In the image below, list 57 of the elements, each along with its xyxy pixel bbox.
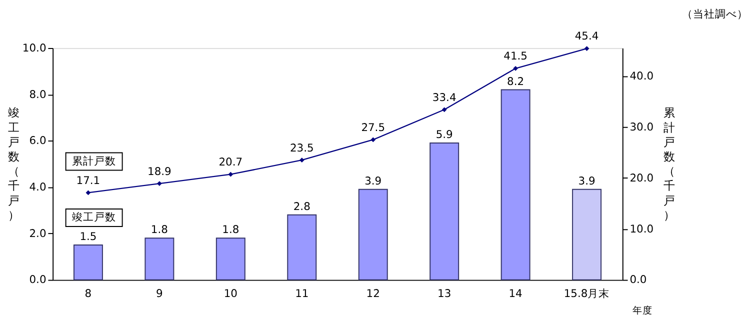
data-label: 3.9 [364,174,382,188]
y-tick-label: 4.0 [29,180,46,194]
data-label: 18.9 [148,164,172,178]
data-label: 27.5 [361,120,386,134]
y2-tick-label: 0.0 [630,273,647,286]
y2-tick-label: 20.0 [630,171,654,184]
x-tick-label: 14 [508,286,523,300]
data-label: 3.9 [578,174,596,188]
data-label: 33.4 [432,90,456,104]
data-label: 20.7 [218,156,243,169]
bar [572,188,602,280]
y2-axis-title: 累計戸数（千戸） [664,106,676,222]
bar [500,89,530,280]
data-label: 1.8 [150,223,168,236]
x-tick-label: 13 [438,286,452,300]
y2-tick-label: 10.0 [630,222,654,236]
y-tick-label: 8.0 [29,88,46,101]
data-label: 5.9 [436,128,454,142]
x-tick-label: 15.8月末 [564,286,610,300]
data-label: 1.8 [222,223,240,236]
x-tick-label: 11 [295,286,309,300]
y-tick-label: 0.0 [29,273,46,286]
text: （当社調べ） [682,7,748,20]
data-label: 1.5 [80,230,97,244]
x-axis-title: 年度 [632,304,653,316]
data-label: 8.2 [507,74,524,88]
series-label: 竣工戸数 [72,210,116,224]
bar [73,244,103,280]
data-label: 45.4 [574,30,599,43]
y-tick-label: 6.0 [29,134,46,148]
x-tick-label: 8 [84,286,92,300]
y-tick-label: 10.0 [22,41,46,54]
x-tick-label: 9 [156,286,164,300]
series-label: 累計戸数 [72,154,116,168]
data-label: 2.8 [293,200,311,214]
x-tick-label: 12 [366,286,380,300]
point [86,190,91,196]
bar [144,238,174,280]
data-label: 17.1 [76,174,100,187]
y-tick-label: 2.0 [29,226,46,240]
point [228,172,234,177]
y2-tick-label: 30.0 [630,120,654,134]
bar [216,238,246,280]
bar [430,142,460,280]
point [299,158,304,163]
y2-tick-label: 40.0 [630,69,654,82]
point [442,107,447,112]
x-tick-label: 10 [224,286,238,300]
data-label: 23.5 [290,141,314,154]
data-label: 41.5 [504,50,528,63]
point [584,46,590,51]
point [370,137,376,142]
point [513,66,518,71]
bar [287,214,317,280]
bar [358,188,388,280]
y-axis-title: 竣工戸数（千戸） [8,106,20,222]
point [157,181,162,186]
